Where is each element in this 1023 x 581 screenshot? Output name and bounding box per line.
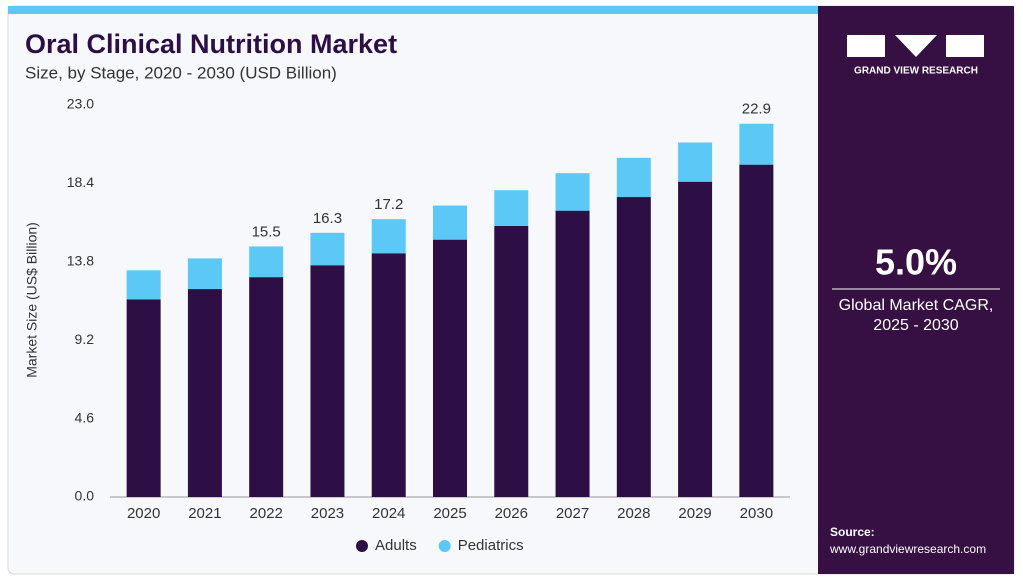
bar-segment xyxy=(249,277,284,497)
bar-segment xyxy=(371,253,406,497)
total-label: 16.3 xyxy=(313,210,342,227)
x-tick-label: 2024 xyxy=(372,505,405,522)
bar-segment xyxy=(126,270,161,300)
y-tick-label: 9.2 xyxy=(75,331,95,347)
bar-segment xyxy=(678,181,713,497)
bar-segment xyxy=(433,239,467,497)
bar-segment xyxy=(249,246,284,278)
x-tick-label: 2027 xyxy=(556,505,589,522)
legend-marker xyxy=(356,540,368,552)
x-tick-label: 2021 xyxy=(188,505,221,522)
sidebar xyxy=(818,6,1014,574)
bar-segment xyxy=(126,299,161,497)
bar-segment xyxy=(555,173,590,211)
y-tick-label: 18.4 xyxy=(67,174,94,190)
x-tick-label: 2023 xyxy=(311,505,344,522)
chart-title: Oral Clinical Nutrition Market xyxy=(25,29,397,59)
total-label: 15.5 xyxy=(252,223,281,240)
bar-segment xyxy=(616,197,651,497)
bar-segment xyxy=(310,232,345,266)
cagr-label: 2025 - 2030 xyxy=(873,317,959,334)
bar-segment xyxy=(739,164,774,498)
x-tick-label: 2020 xyxy=(127,505,160,522)
x-tick-label: 2030 xyxy=(740,505,773,522)
bar-segment xyxy=(616,157,651,198)
source-url: www.grandviewresearch.com xyxy=(829,542,986,556)
chart-subtitle: Size, by Stage, 2020 - 2030 (USD Billion… xyxy=(25,63,337,82)
bar-segment xyxy=(433,205,467,240)
y-tick-label: 4.6 xyxy=(75,409,95,425)
bar-segment xyxy=(371,219,406,254)
y-tick-label: 23.0 xyxy=(67,96,94,112)
bar-segment xyxy=(187,289,222,497)
bar-segment xyxy=(494,190,529,227)
top-stripe xyxy=(8,6,818,14)
cagr-label: Global Market CAGR, xyxy=(839,297,994,314)
x-tick-label: 2029 xyxy=(678,505,711,522)
total-label: 22.9 xyxy=(742,101,771,118)
logo-r xyxy=(946,35,984,57)
x-tick-label: 2022 xyxy=(249,505,282,522)
bar-segment xyxy=(555,210,590,498)
y-tick-label: 13.8 xyxy=(67,253,94,269)
bar-segment xyxy=(739,123,774,165)
legend-marker xyxy=(438,540,451,552)
source-label: Source: xyxy=(830,525,875,539)
bar-segment xyxy=(187,258,222,290)
logo xyxy=(847,35,984,57)
bar-segment xyxy=(494,226,529,497)
legend-label: Pediatrics xyxy=(458,537,524,554)
bar-segment xyxy=(310,265,345,497)
total-label: 17.2 xyxy=(374,196,403,213)
bar-segment xyxy=(678,142,713,182)
x-tick-label: 2028 xyxy=(617,505,650,522)
legend-label: Adults xyxy=(375,537,417,554)
logo-g xyxy=(847,35,885,57)
x-tick-label: 2026 xyxy=(495,505,528,522)
brand: GRAND VIEW RESEARCH xyxy=(854,66,978,77)
y-tick-label: 0.0 xyxy=(75,488,95,504)
y-axis-label: Market Size (US$ Billion) xyxy=(24,222,40,378)
logo-v xyxy=(895,35,937,57)
cagr-value: 5.0% xyxy=(875,242,957,283)
x-tick-label: 2025 xyxy=(433,505,466,522)
